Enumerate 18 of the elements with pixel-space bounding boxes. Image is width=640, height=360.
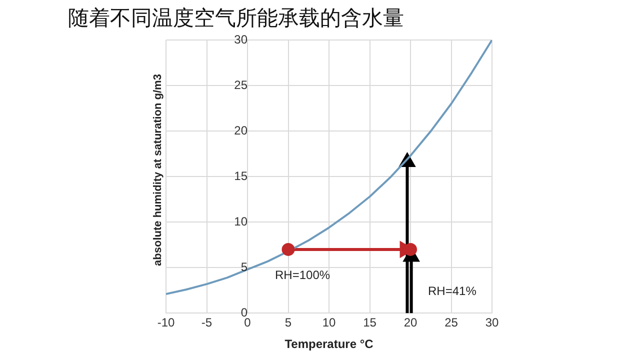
x-tick-label: 10 [322, 316, 336, 330]
y-tick-label: 30 [234, 32, 248, 46]
y-tick-label: 15 [234, 168, 248, 183]
x-tick-label: 25 [444, 316, 458, 330]
annotation: RH=41% [428, 284, 476, 298]
x-tick-label: 30 [485, 316, 499, 330]
y-tick-label: 20 [234, 123, 248, 138]
x-tick-label: 20 [404, 316, 418, 330]
y-tick-label: 10 [234, 214, 248, 228]
y-axis-title: absolute humidity at saturation g/m3 [152, 74, 164, 266]
y-tick-label: 25 [234, 78, 248, 92]
x-tick-label: 5 [284, 316, 292, 330]
annotation: RH=100% [275, 268, 330, 282]
x-tick-label: -5 [201, 316, 212, 330]
x-tick-label: -10 [157, 316, 175, 330]
chart-title: 随着不同温度空气所能承载的含水量 [68, 5, 404, 32]
x-axis-title: Temperature °C [284, 337, 374, 352]
x-tick-label: 15 [363, 316, 377, 330]
